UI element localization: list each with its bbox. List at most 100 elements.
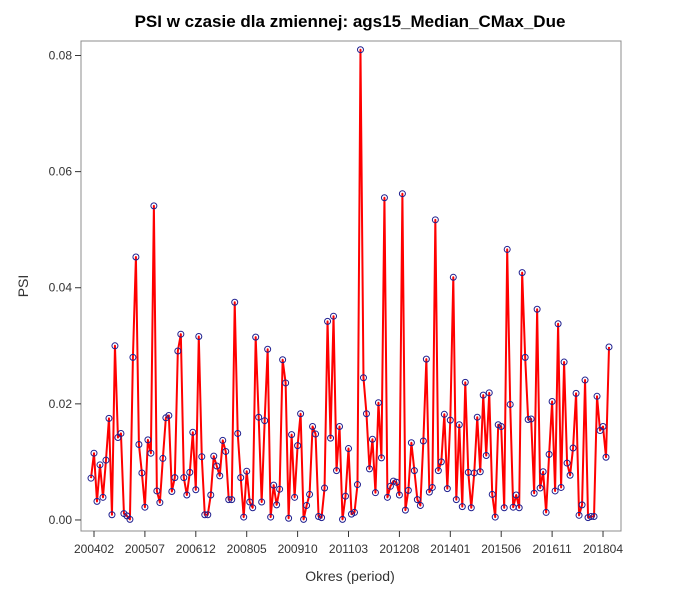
data-point [551,487,559,495]
data-point [273,501,281,509]
data-point [222,447,230,455]
y-tick-label: 0.04 [49,281,73,295]
data-point [599,423,607,430]
data-point [156,499,164,507]
y-axis: 0.00 0.02 0.04 0.06 0.08 [49,49,81,527]
x-axis-label: Okres (period) [305,568,394,584]
data-point [350,508,358,516]
data-point [548,398,556,406]
data-point [515,504,523,512]
y-tick-label: 0.02 [49,397,73,411]
data-point [404,486,412,494]
data-point [578,501,586,509]
data-point [237,474,245,482]
data-point [503,245,511,253]
data-point [458,503,466,511]
data-point [111,342,119,350]
data-point [246,498,254,506]
data-point [138,469,146,477]
series-psi [87,46,613,523]
data-point [210,452,218,460]
data-point [129,353,137,361]
data-point [377,454,385,462]
x-tick-label: 201103 [329,542,368,556]
data-point [108,511,116,519]
data-point [228,496,236,504]
data-point [153,487,161,495]
data-point [524,416,532,424]
data-point [177,330,185,338]
plot-frame [80,40,622,532]
data-point [255,413,263,421]
data-point [168,488,176,496]
data-point [198,453,206,461]
data-point [446,416,454,424]
data-point [204,511,212,519]
data-point [410,467,418,475]
y-tick-label: 0.00 [49,513,73,527]
data-point [279,356,287,364]
data-point [267,513,275,521]
data-point [392,478,400,486]
data-point [533,305,541,313]
data-point [132,253,140,261]
data-point [386,482,394,490]
data-point [575,511,583,519]
data-point [195,333,203,341]
data-point [318,514,326,522]
data-point [380,194,388,202]
data-point [330,312,338,320]
data-point [297,410,305,418]
data-point [374,399,382,407]
data-point [560,358,568,366]
data-point [365,465,373,473]
y-tick-label: 0.06 [49,165,73,179]
data-point [252,333,260,341]
data-point [234,429,242,437]
data-point [96,461,104,469]
x-tick-label: 200612 [176,542,216,556]
data-point [554,320,562,328]
data-point [183,491,191,499]
data-point [353,481,361,489]
x-tick-label: 201804 [583,542,623,556]
data-point [117,429,125,437]
data-point [264,345,272,353]
data-point [521,353,529,361]
x-axis: 200402 200507 200612 200805 200910 201103 2012… [74,531,623,556]
data-point [431,216,439,224]
x-tick-label: 201611 [533,542,572,556]
data-point [276,485,284,493]
data-point [258,498,266,506]
chart-title: PSI w czasie dla zmiennej: ags15_Median_… [135,12,566,31]
data-point [270,481,278,489]
data-point [419,437,427,445]
x-tick-label: 200805 [227,542,267,556]
data-point [593,392,601,400]
data-point [422,355,430,363]
data-point [90,449,98,457]
data-point [321,484,329,492]
data-point [189,428,197,436]
data-point [144,436,152,444]
data-point [93,497,101,505]
data-point [225,496,233,504]
data-point [602,453,610,461]
x-tick-label: 200402 [74,542,114,556]
data-point [141,503,149,511]
data-point [437,458,445,466]
x-tick-label: 200507 [125,542,165,556]
data-point [312,430,320,438]
data-point [506,400,514,408]
data-point [309,423,317,430]
data-point [581,376,589,384]
data-point [99,493,107,501]
data-point [557,483,565,491]
data-point [356,46,364,54]
data-point [186,468,194,476]
data-point [359,374,367,382]
x-tick-label: 201208 [379,542,419,556]
data-point [518,269,526,277]
data-point [368,435,376,443]
